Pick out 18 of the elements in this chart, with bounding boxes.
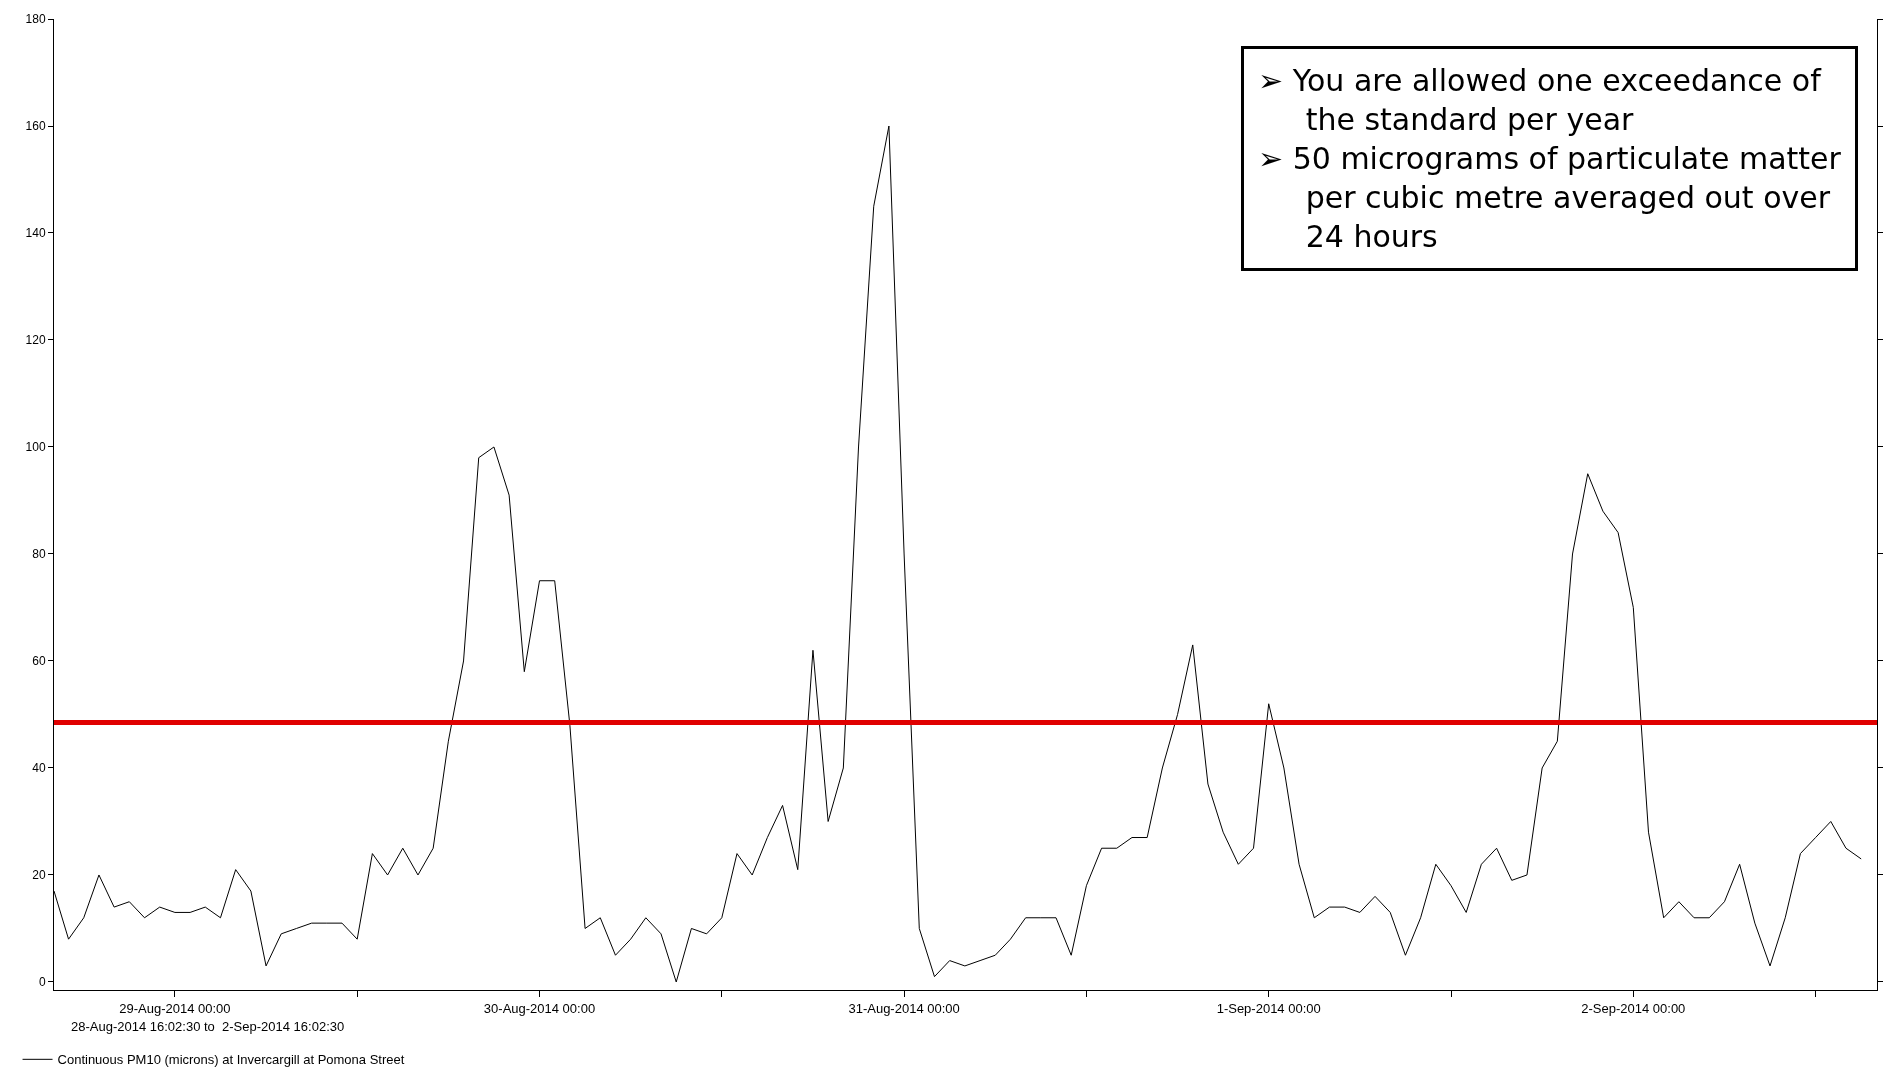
y-tick-label: 0 [38, 975, 46, 990]
legend-label: Continuous PM10 (microns) at Invercargill at Pomona Street [57, 1052, 405, 1068]
y-tick-label: 140 [25, 226, 46, 241]
y-tick-label: 120 [25, 333, 46, 348]
text: 28-Aug-2014 16:02:30 to 2-Sep-2014 16:02:30 [71, 1019, 345, 1034]
x-tick-label: 2-Sep-2014 00:00 [1581, 1000, 1686, 1016]
y-tick-label: 80 [32, 547, 46, 562]
x-tick-label: 30-Aug-2014 00:00 [483, 1000, 596, 1016]
x-tick-label: 29-Aug-2014 00:00 [119, 1000, 231, 1016]
y-tick-label: 180 [25, 12, 46, 27]
y-tick-label: 20 [32, 868, 46, 883]
x-tick-label: 31-Aug-2014 00:00 [848, 1000, 960, 1016]
x-tick-label: 1-Sep-2014 00:00 [1216, 1000, 1321, 1016]
y-tick-label: 100 [25, 440, 46, 455]
annotation: ➢ You are allowed one exceedance of the standard per year ➢ 50 micrograms of particulate matter per cubic metre averaged out over 24 hours [1258, 63, 1842, 254]
y-tick-label: 160 [25, 119, 46, 134]
y-tick-label: 40 [32, 761, 46, 776]
y-tick-label: 60 [32, 654, 46, 669]
